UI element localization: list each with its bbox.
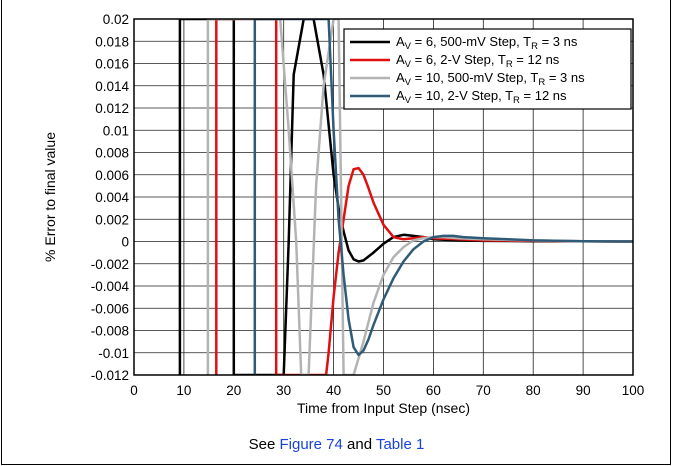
y-tick-label: -0.01	[98, 346, 129, 361]
y-tick-label: 0.01	[103, 123, 129, 138]
x-tick-label: 80	[526, 383, 541, 398]
y-tick-label: -0.012	[91, 368, 129, 383]
y-tick-label: -0.002	[91, 257, 129, 272]
y-tick-label: -0.004	[91, 279, 130, 294]
y-tick-label: -0.008	[91, 324, 129, 339]
y-tick-label: 0.014	[95, 79, 129, 94]
y-tick-label: 0.008	[95, 146, 129, 161]
y-tick-label: 0.018	[95, 34, 129, 49]
table-link[interactable]: Table 1	[375, 436, 425, 453]
y-tick-label: 0.012	[95, 101, 129, 116]
x-tick-label: 60	[426, 383, 441, 398]
y-tick-label: 0	[121, 235, 129, 250]
x-tick-labels: 0 10 20 30 40 50 60 70 80 90 100	[130, 383, 644, 398]
x-tick-label: 100	[622, 383, 645, 398]
y-tick-label: 0.02	[103, 12, 129, 27]
x-tick-label: 40	[326, 383, 341, 398]
y-axis-label: % Error to final value	[42, 132, 58, 262]
y-tick-label: 0.016	[95, 57, 129, 72]
y-tick-label: 0.004	[95, 190, 129, 205]
x-tick-label: 90	[576, 383, 591, 398]
x-tick-label: 50	[376, 383, 391, 398]
legend-entry: AV = 6, 2-V Step, TR = 12 ns	[396, 52, 560, 70]
figure-link[interactable]: Figure 74	[279, 436, 343, 453]
caption-prefix: See	[248, 436, 280, 453]
line-chart: 0 10 20 30 40 50 60 70 80 90 100 0.020.0180.0160.0…	[42, 12, 644, 416]
x-tick-label: 10	[176, 383, 191, 398]
legend-entry: AV = 10, 2-V Step, TR = 12 ns	[396, 88, 567, 106]
y-tick-label: 0.002	[95, 212, 129, 227]
legend-entry: AV = 10, 500-mV Step, TR = 3 ns	[396, 70, 585, 88]
x-tick-label: 0	[130, 383, 138, 398]
x-tick-label: 30	[276, 383, 291, 398]
y-tick-label: -0.006	[91, 301, 129, 316]
figure-caption: See Figure 74 and Table 1	[0, 436, 673, 453]
legend-box	[343, 28, 632, 110]
series-line-4	[253, 19, 633, 375]
plot-border	[133, 18, 634, 376]
x-tick-label: 20	[226, 383, 241, 398]
series-line-3	[206, 19, 633, 375]
x-axis-label: Time from Input Step (nsec)	[297, 400, 470, 416]
legend-entry: AV = 6, 500-mV Step, TR = 3 ns	[396, 34, 578, 52]
caption-middle: and	[342, 436, 376, 453]
y-tick-label: 0.006	[95, 168, 129, 183]
series-lines	[178, 19, 633, 375]
x-tick-label: 70	[476, 383, 491, 398]
y-tick-labels: 0.02 0.018 0.016 0.014 0.012 0.01 0.008 0.006 0.…	[91, 12, 130, 383]
